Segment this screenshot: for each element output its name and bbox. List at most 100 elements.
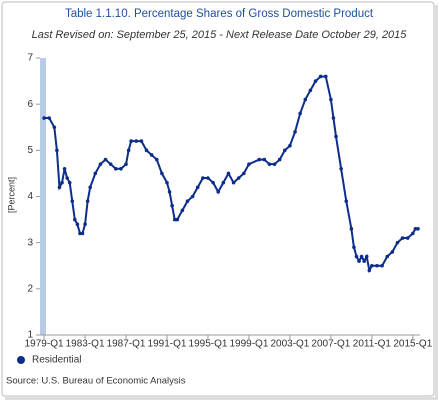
x-tick-label: 1995-Q1	[189, 339, 228, 350]
data-point	[144, 148, 149, 153]
data-point	[375, 263, 379, 268]
data-point	[352, 245, 356, 250]
data-point	[119, 167, 123, 171]
data-point	[139, 139, 144, 143]
data-point	[298, 111, 302, 116]
y-axis-label: [Percent]	[6, 177, 16, 213]
data-point	[154, 157, 159, 162]
data-point	[93, 171, 98, 176]
legend-marker	[17, 356, 25, 364]
y-tick-label: 4	[27, 191, 33, 202]
data-point	[129, 139, 133, 143]
data-point	[359, 254, 364, 259]
data-point	[70, 199, 75, 203]
data-point	[323, 74, 328, 79]
data-point	[385, 254, 390, 259]
data-point	[170, 203, 174, 208]
data-point	[354, 254, 359, 259]
data-point	[190, 194, 195, 199]
x-tick-label: 1983-Q1	[66, 339, 105, 350]
data-point	[344, 199, 349, 203]
chart-subtitle: Last Revised on: September 25, 2015 - Ne…	[32, 29, 408, 41]
data-point	[52, 125, 57, 130]
data-point	[390, 250, 395, 254]
data-point	[47, 116, 52, 120]
data-point	[85, 199, 90, 203]
y-tick-label: 5	[27, 145, 33, 156]
frame	[1, 1, 435, 397]
data-point	[124, 162, 128, 166]
data-point	[267, 162, 272, 166]
data-point	[98, 162, 103, 166]
data-point	[257, 157, 261, 162]
data-point	[308, 88, 313, 93]
data-point	[149, 153, 154, 157]
data-point	[303, 97, 308, 102]
data-point	[329, 97, 333, 102]
data-point	[293, 130, 297, 134]
data-point	[62, 167, 67, 171]
x-tick-label: 2011-Q1	[353, 339, 392, 350]
data-point	[349, 227, 354, 231]
data-point	[134, 139, 139, 143]
data-point	[416, 227, 420, 231]
x-tick-label: 1991-Q1	[148, 339, 187, 350]
x-tick-label: 2015-Q1	[393, 339, 432, 350]
data-point	[362, 259, 366, 263]
data-point	[367, 268, 372, 273]
x-tick-label: 2003-Q1	[270, 339, 309, 350]
data-point	[216, 190, 221, 194]
data-point	[364, 254, 369, 259]
data-point	[75, 222, 80, 226]
data-point	[172, 217, 177, 222]
data-point	[231, 180, 236, 185]
data-point	[247, 162, 251, 166]
data-point	[400, 236, 405, 240]
x-tick-label: 1987-Q1	[107, 339, 146, 350]
data-point	[78, 231, 82, 236]
data-point	[167, 190, 172, 194]
data-point	[405, 236, 410, 240]
data-point	[195, 185, 200, 190]
data-point	[113, 167, 118, 171]
data-point	[57, 185, 62, 190]
legend-label: Residential	[32, 355, 81, 366]
data-point	[272, 162, 277, 166]
data-point	[380, 263, 384, 268]
frame-shadow	[435, 5, 438, 398]
data-point	[411, 231, 415, 236]
data-point	[103, 157, 108, 162]
data-point	[242, 171, 246, 176]
y-tick-label: 2	[27, 283, 33, 294]
data-point	[55, 148, 59, 153]
y-tick-label: 7	[27, 53, 33, 64]
data-point	[83, 222, 87, 226]
data-point	[65, 176, 69, 180]
data-point	[73, 217, 77, 222]
x-tick-label: 2007-Q1	[311, 339, 350, 350]
data-point	[357, 259, 361, 263]
data-point	[331, 116, 336, 120]
data-point	[313, 79, 318, 83]
source-note: Source: U.S. Bureau of Economic Analysis	[6, 376, 186, 387]
y-axis-band	[40, 58, 46, 335]
data-point	[413, 227, 418, 231]
data-point	[88, 185, 92, 190]
data-point	[206, 176, 210, 180]
data-point	[370, 263, 374, 268]
data-point	[334, 134, 338, 139]
y-tick-label: 1	[27, 330, 33, 341]
data-point	[160, 171, 164, 176]
data-point	[126, 148, 131, 153]
data-point	[165, 180, 169, 185]
data-point	[339, 167, 343, 171]
data-point	[288, 143, 292, 148]
y-tick-label: 3	[27, 237, 33, 248]
chart-title: Table 1.1.10. Percentage Shares of Gross…	[65, 8, 374, 20]
data-point	[221, 180, 226, 185]
data-point	[175, 217, 180, 222]
data-point	[108, 162, 113, 166]
data-point	[277, 157, 282, 162]
data-point	[180, 208, 185, 213]
